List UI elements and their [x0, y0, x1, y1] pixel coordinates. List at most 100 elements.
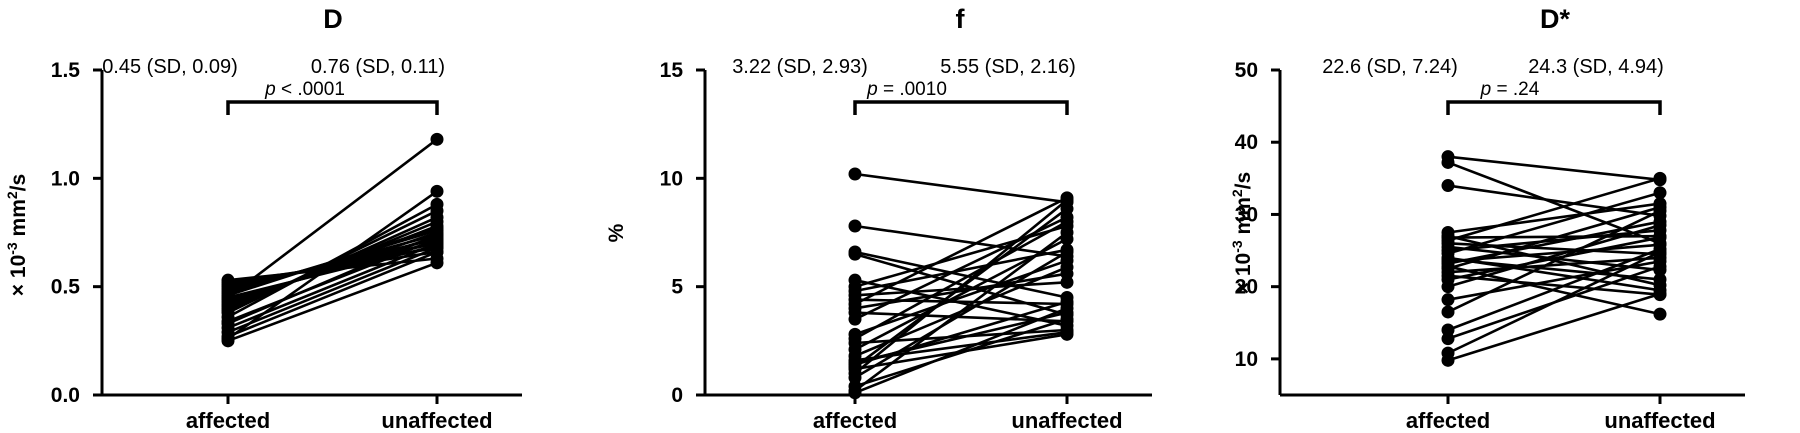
point-unaffected [1653, 259, 1667, 273]
paired-lines [1447, 155, 1661, 362]
point-affected [1441, 231, 1455, 245]
pair-line [1447, 256, 1661, 274]
pair-line [854, 220, 1068, 340]
x-tick-label-unaffected: unaffected [1011, 408, 1122, 433]
point-unaffected [1653, 229, 1667, 243]
y-axis-label: × 10-3 mm2/s [1229, 172, 1255, 294]
point-affected [848, 288, 862, 302]
pair-line [1447, 274, 1661, 296]
point-affected [848, 312, 862, 326]
point-unaffected [1060, 312, 1074, 326]
point-affected [848, 219, 862, 233]
point-affected [1441, 179, 1455, 193]
x-tick-label-affected: affected [813, 408, 897, 433]
pair-line [854, 252, 1068, 317]
point-unaffected [430, 132, 444, 146]
panel-1: D × 10-3 mm2/s 0.0 0.5 1.0 1.5 affected unaffec… [4, 4, 522, 433]
pair-line [1447, 177, 1661, 242]
pair-line [854, 300, 1068, 366]
significance-bracket [226, 100, 439, 115]
point-unaffected [1060, 301, 1074, 315]
pair-line [854, 298, 1068, 306]
point-affected [848, 167, 862, 181]
pair-line [854, 330, 1068, 362]
pair-line [854, 172, 1068, 204]
point-affected [221, 291, 235, 304]
pair-line [1447, 247, 1661, 332]
y-axis-label: % [605, 223, 628, 242]
panel-title: D [323, 4, 343, 34]
pair-line [854, 307, 1068, 395]
panel-2: f% 0 5 10 15 affected unaffected 3.22 (SD, 2.93… [605, 4, 1152, 433]
y-tick-label: 10 [1235, 348, 1258, 371]
group-stat-unaffected: 24.3 (SD, 4.94) [1528, 56, 1664, 78]
point-affected [848, 247, 862, 261]
point-unaffected [1653, 171, 1667, 185]
point-unaffected [1060, 275, 1074, 289]
y-tick-label: 10 [660, 167, 683, 190]
data-points [848, 167, 1074, 400]
pair-line [227, 190, 438, 340]
point-affected [1441, 353, 1455, 367]
panel-title: D* [1540, 4, 1570, 34]
point-affected [1441, 252, 1455, 266]
group-stat-affected: 22.6 (SD, 7.24) [1322, 56, 1458, 78]
panel-3: D* × 10-3 mm2/s 10 20 30 40 50 affected unaffect… [1229, 4, 1745, 433]
pair-line [854, 224, 1068, 258]
point-affected [848, 353, 862, 367]
pair-line [227, 250, 438, 338]
p-value: p = .24 [1480, 79, 1540, 100]
point-affected [1441, 280, 1455, 294]
point-unaffected [1060, 226, 1074, 239]
pair-line [854, 196, 1068, 306]
pair-line [1447, 202, 1661, 234]
pair-line [1447, 236, 1661, 281]
pair-line [1447, 191, 1661, 255]
data-points [221, 132, 444, 348]
point-affected [1441, 305, 1455, 319]
y-axis-label: × 10-3 mm2/s [4, 174, 30, 296]
y-tick-label: 30 [1235, 203, 1258, 226]
point-unaffected [430, 197, 444, 211]
p-value: p < .0001 [264, 79, 345, 100]
pair-line [227, 246, 438, 334]
y-tick-label: 1.0 [51, 167, 80, 190]
point-unaffected [1653, 307, 1667, 321]
significance-bracket [853, 100, 1069, 115]
significance-bracket [1446, 100, 1662, 115]
point-affected [221, 332, 235, 346]
pair-line [854, 231, 1068, 392]
pair-line [227, 233, 438, 325]
y-tick-label: 50 [1235, 59, 1258, 82]
point-affected [1441, 155, 1455, 169]
point-affected [848, 332, 862, 346]
y-tick-label: 40 [1235, 131, 1258, 154]
y-tick-label: 5 [671, 276, 683, 299]
point-unaffected [1060, 193, 1074, 207]
pair-line [1447, 184, 1661, 218]
point-unaffected [1060, 215, 1074, 229]
point-unaffected [1060, 245, 1074, 259]
pair-line [1447, 229, 1661, 252]
point-unaffected [430, 256, 444, 270]
x-tick-label-unaffected: unaffected [381, 408, 492, 433]
x-tick-label-affected: affected [1406, 408, 1490, 433]
y-tick-label: 20 [1235, 276, 1258, 299]
group-stat-unaffected: 5.55 (SD, 2.16) [940, 56, 1076, 78]
pair-line [854, 250, 1068, 299]
point-unaffected [1653, 245, 1667, 259]
y-tick-label: 0.0 [51, 384, 80, 407]
pair-line [854, 198, 1068, 375]
point-unaffected [430, 184, 444, 198]
point-unaffected [1653, 186, 1667, 200]
x-tick-label-affected: affected [186, 408, 270, 433]
y-tick-label: 15 [660, 59, 684, 82]
pair-line [1447, 250, 1661, 355]
point-unaffected [430, 245, 444, 259]
y-tick-label: 1.5 [51, 59, 81, 82]
x-tick-label-unaffected: unaffected [1604, 408, 1715, 433]
point-affected [1441, 293, 1455, 307]
pair-line [227, 138, 438, 299]
